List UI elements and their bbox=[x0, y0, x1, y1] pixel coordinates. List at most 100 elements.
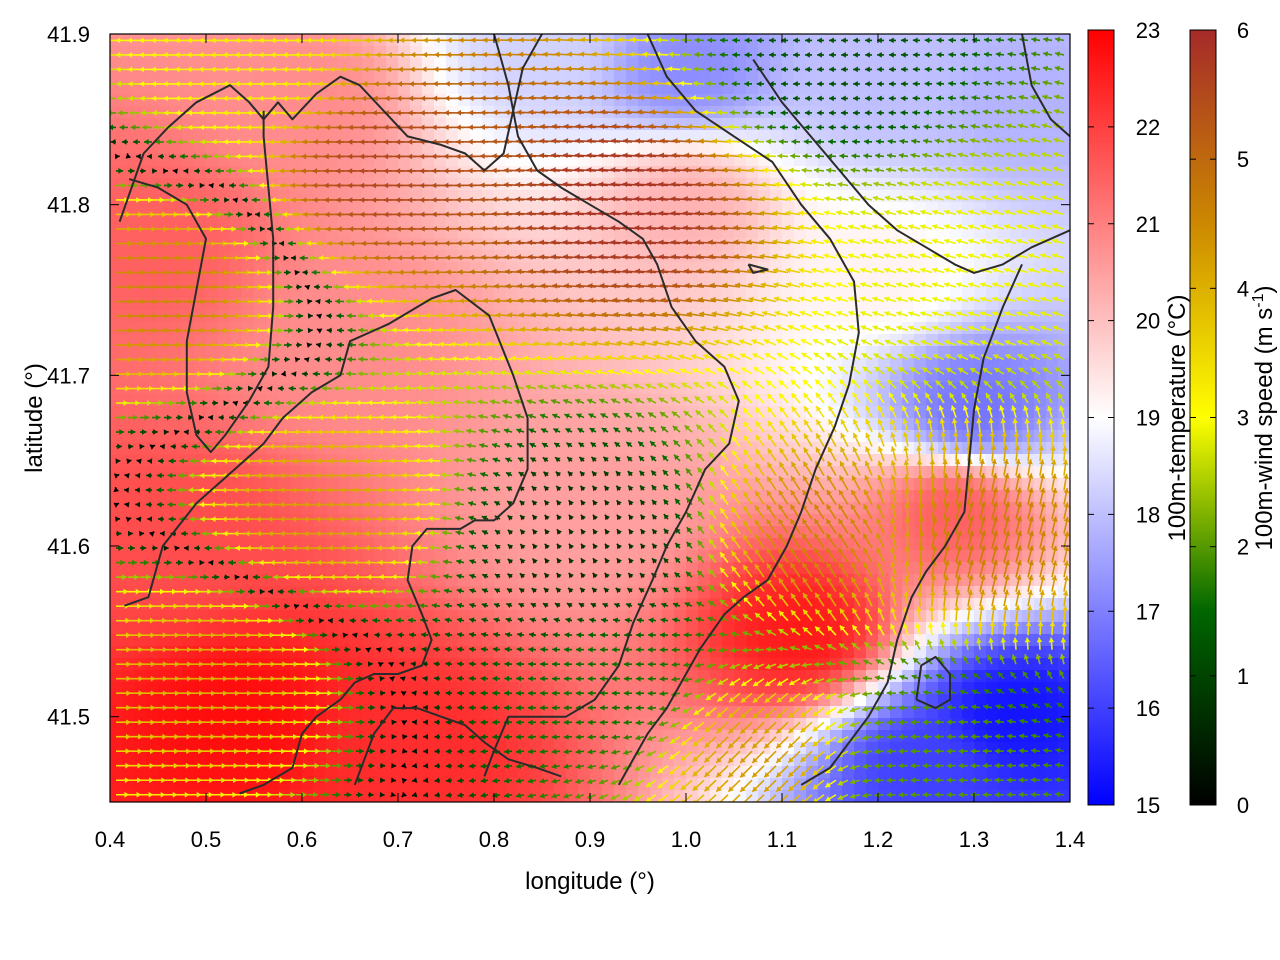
temperature-cell bbox=[338, 274, 351, 287]
temperature-cell bbox=[194, 70, 207, 83]
temperature-cell bbox=[242, 274, 255, 287]
temperature-cell bbox=[218, 526, 231, 539]
temperature-cell bbox=[158, 286, 171, 299]
temperature-cell bbox=[866, 70, 879, 83]
temperature-cell bbox=[842, 94, 855, 107]
temperature-cell bbox=[650, 514, 663, 527]
temperature-cell bbox=[782, 262, 795, 275]
temperature-cell bbox=[458, 346, 471, 359]
temperature-cell bbox=[530, 286, 543, 299]
temperature-cell bbox=[530, 214, 543, 227]
temperature-cell bbox=[290, 178, 303, 191]
temperature-cell bbox=[902, 646, 915, 659]
temperature-cell bbox=[746, 238, 759, 251]
temperature-cell bbox=[878, 286, 891, 299]
temperature-cell bbox=[194, 718, 207, 731]
temperature-cell bbox=[494, 274, 507, 287]
temperature-cell bbox=[290, 406, 303, 419]
temperature-cell bbox=[542, 142, 555, 155]
temperature-cell bbox=[434, 538, 447, 551]
temperature-cell bbox=[710, 658, 723, 671]
temperature-cell bbox=[110, 130, 123, 143]
temperature-cell bbox=[374, 622, 387, 635]
temperature-cell bbox=[806, 94, 819, 107]
temperature-cell bbox=[926, 742, 939, 755]
temperature-cell bbox=[170, 202, 183, 215]
temperature-cell bbox=[662, 190, 675, 203]
temperature-cell bbox=[794, 94, 807, 107]
temperature-cell bbox=[566, 142, 579, 155]
temperature-cell bbox=[530, 514, 543, 527]
temperature-cell bbox=[650, 214, 663, 227]
temperature-cell bbox=[530, 70, 543, 83]
temperature-cell bbox=[182, 178, 195, 191]
temperature-cell bbox=[566, 694, 579, 707]
temperature-cell bbox=[1046, 286, 1059, 299]
temperature-cell bbox=[398, 442, 411, 455]
temperature-cell bbox=[182, 118, 195, 131]
temperature-cell bbox=[650, 94, 663, 107]
temperature-cell bbox=[134, 46, 147, 59]
temperature-cell bbox=[842, 46, 855, 59]
temperature-cell bbox=[398, 70, 411, 83]
temperature-cell bbox=[626, 538, 639, 551]
temperature-cell bbox=[926, 70, 939, 83]
temperature-cell bbox=[206, 286, 219, 299]
temperature-cell bbox=[542, 514, 555, 527]
temperature-cell bbox=[854, 646, 867, 659]
temperature-cell bbox=[134, 202, 147, 215]
temperature-cell bbox=[902, 766, 915, 779]
temperature-cell bbox=[962, 286, 975, 299]
temperature-cell bbox=[494, 622, 507, 635]
temperature-cell bbox=[350, 250, 363, 263]
temperature-cell bbox=[722, 166, 735, 179]
temperature-cell bbox=[410, 70, 423, 83]
temperature-cell bbox=[158, 622, 171, 635]
temperature-cell bbox=[530, 142, 543, 155]
temperature-cell bbox=[758, 214, 771, 227]
temperature-cell bbox=[950, 766, 963, 779]
temperature-cell bbox=[482, 694, 495, 707]
temperature-cell bbox=[410, 694, 423, 707]
temperature-cell bbox=[1022, 658, 1035, 671]
temperature-cell bbox=[158, 370, 171, 383]
temperature-cell bbox=[266, 598, 279, 611]
temperature-cell bbox=[122, 646, 135, 659]
temperature-cell bbox=[206, 766, 219, 779]
temperature-cell bbox=[986, 718, 999, 731]
temperature-cell bbox=[314, 694, 327, 707]
temperature-cell bbox=[590, 514, 603, 527]
temperature-cell bbox=[146, 478, 159, 491]
temperature-cell bbox=[542, 346, 555, 359]
temperature-cell bbox=[830, 682, 843, 695]
temperature-cell bbox=[362, 718, 375, 731]
temperature-cell bbox=[398, 658, 411, 671]
temperature-cell bbox=[278, 574, 291, 587]
temperature-cell bbox=[278, 274, 291, 287]
temperature-cell bbox=[302, 118, 315, 131]
temperature-cell bbox=[554, 694, 567, 707]
temperature-cell bbox=[386, 598, 399, 611]
temperature-cell bbox=[578, 142, 591, 155]
temperature-cell bbox=[458, 442, 471, 455]
temperature-cell bbox=[290, 166, 303, 179]
temperature-cell bbox=[950, 286, 963, 299]
temperature-cell bbox=[134, 286, 147, 299]
temperature-cell bbox=[434, 778, 447, 791]
temperature-cell bbox=[254, 622, 267, 635]
temperature-cell bbox=[134, 670, 147, 683]
temperature-cell bbox=[446, 754, 459, 767]
temperature-cell bbox=[290, 418, 303, 431]
temperature-cell bbox=[122, 286, 135, 299]
temperature-cell bbox=[110, 274, 123, 287]
temperature-cell bbox=[170, 346, 183, 359]
temperature-cell bbox=[614, 538, 627, 551]
temperature-cell bbox=[230, 70, 243, 83]
temperature-cell bbox=[266, 70, 279, 83]
temperature-cell bbox=[290, 94, 303, 107]
temperature-cell bbox=[818, 238, 831, 251]
temperature-cell bbox=[122, 274, 135, 287]
temperature-cell bbox=[542, 538, 555, 551]
temperature-cell bbox=[254, 298, 267, 311]
temperature-cell bbox=[386, 442, 399, 455]
